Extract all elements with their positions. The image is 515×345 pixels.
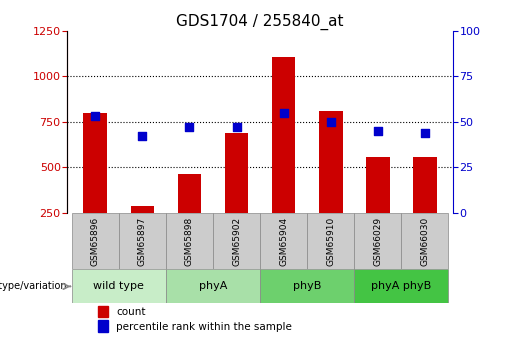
Point — [185, 125, 194, 130]
Text: GSM66030: GSM66030 — [420, 216, 430, 266]
Bar — [166, 213, 213, 269]
Bar — [354, 269, 449, 304]
Text: GSM66029: GSM66029 — [373, 216, 382, 266]
Bar — [366, 157, 390, 258]
Text: GSM65904: GSM65904 — [279, 216, 288, 266]
Text: GSM65898: GSM65898 — [185, 216, 194, 266]
Bar — [72, 213, 119, 269]
Point — [374, 128, 382, 134]
Title: GDS1704 / 255840_at: GDS1704 / 255840_at — [176, 13, 344, 30]
Point — [421, 130, 429, 136]
Text: GSM65910: GSM65910 — [326, 216, 335, 266]
Text: phyA: phyA — [199, 282, 227, 292]
Bar — [401, 213, 449, 269]
Text: GSM65897: GSM65897 — [138, 216, 147, 266]
Bar — [119, 213, 166, 269]
Text: GSM65896: GSM65896 — [91, 216, 100, 266]
Bar — [72, 269, 166, 304]
Text: phyB: phyB — [293, 282, 321, 292]
Bar — [260, 269, 354, 304]
Bar — [260, 213, 307, 269]
Text: genotype/variation: genotype/variation — [0, 282, 67, 292]
Bar — [354, 213, 401, 269]
Bar — [213, 213, 260, 269]
Bar — [225, 133, 248, 258]
Point — [327, 119, 335, 125]
Bar — [272, 57, 296, 258]
Bar — [83, 113, 107, 258]
Text: phyA phyB: phyA phyB — [371, 282, 432, 292]
Point — [138, 134, 146, 139]
Point — [280, 110, 288, 116]
Bar — [166, 269, 260, 304]
Text: wild type: wild type — [93, 282, 144, 292]
Text: percentile rank within the sample: percentile rank within the sample — [116, 322, 292, 332]
Bar — [130, 206, 154, 258]
Point — [232, 125, 241, 130]
Bar — [98, 306, 108, 317]
Bar — [413, 157, 437, 258]
Text: GSM65902: GSM65902 — [232, 216, 241, 266]
Bar — [98, 320, 108, 332]
Bar — [307, 213, 354, 269]
Point — [91, 114, 99, 119]
Bar — [178, 174, 201, 258]
Text: count: count — [116, 307, 146, 317]
Bar — [319, 111, 342, 258]
